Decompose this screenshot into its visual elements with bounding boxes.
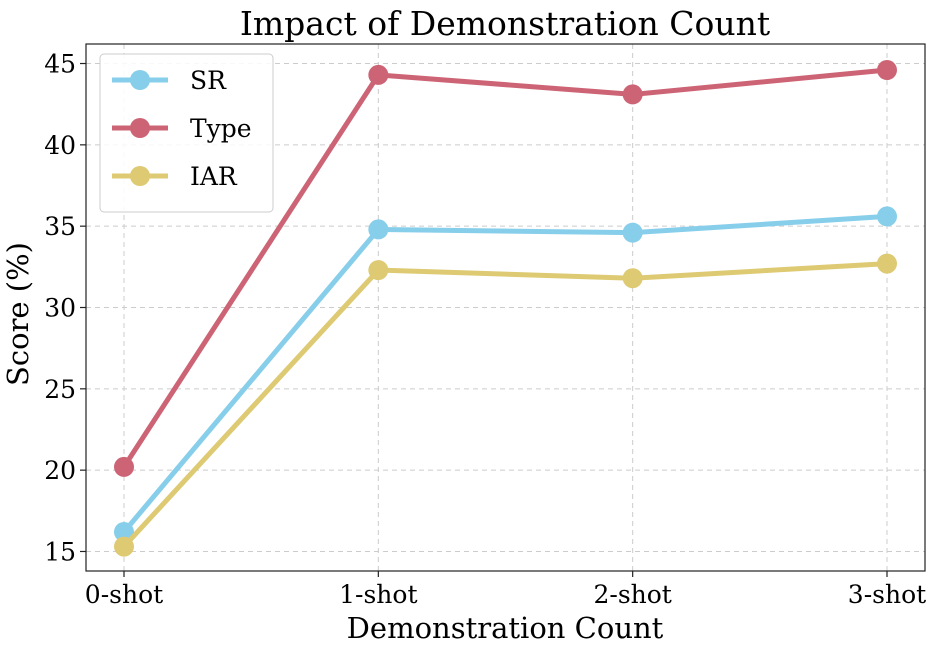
data-point-type bbox=[368, 64, 389, 85]
legend-item-sr: SR bbox=[112, 66, 227, 95]
data-point-sr bbox=[622, 222, 643, 243]
x-axis-ticks: 0-shot 1-shot 2-shot 3-shot bbox=[85, 571, 926, 609]
data-point-iar bbox=[114, 536, 134, 557]
series-line-sr bbox=[121, 213, 890, 535]
series-type bbox=[114, 60, 897, 477]
series-sr bbox=[114, 206, 897, 542]
x-tick-label: 3-shot bbox=[848, 580, 926, 609]
legend-item-iar: IAR bbox=[112, 162, 238, 191]
series-line-iar bbox=[121, 261, 890, 550]
series-line-type bbox=[121, 67, 890, 470]
legend-item-type: Type bbox=[112, 114, 252, 143]
data-point-type bbox=[622, 84, 643, 105]
data-point-type bbox=[877, 60, 897, 81]
data-point-iar bbox=[877, 253, 897, 274]
x-axis-label: Demonstration Count bbox=[347, 611, 664, 645]
y-tick-label: 40 bbox=[44, 131, 76, 160]
x-tick-label: 0-shot bbox=[85, 580, 163, 609]
data-point-sr bbox=[114, 521, 134, 542]
y-axis-label: Score (%) bbox=[1, 242, 35, 386]
legend-swatch-marker bbox=[130, 166, 150, 186]
data-point-sr bbox=[877, 206, 897, 227]
data-point-type bbox=[114, 456, 134, 477]
series-group bbox=[114, 60, 897, 557]
legend-label: Type bbox=[190, 114, 252, 143]
legend-label: IAR bbox=[190, 162, 238, 191]
data-point-sr bbox=[368, 219, 389, 240]
data-point-iar bbox=[368, 260, 389, 281]
legend: SR Type IAR bbox=[99, 53, 274, 213]
x-tick-label: 2-shot bbox=[593, 580, 671, 609]
y-tick-label: 30 bbox=[44, 294, 76, 323]
y-tick-label: 20 bbox=[44, 456, 76, 485]
x-tick-label: 1-shot bbox=[339, 580, 417, 609]
chart-title: Impact of Demonstration Count bbox=[240, 4, 770, 43]
series-iar bbox=[114, 253, 897, 557]
y-tick-label: 25 bbox=[44, 375, 76, 404]
y-tick-label: 45 bbox=[44, 50, 76, 79]
data-point-iar bbox=[622, 268, 643, 289]
y-tick-label: 15 bbox=[44, 537, 76, 566]
legend-label: SR bbox=[190, 66, 227, 95]
y-tick-label: 35 bbox=[44, 212, 76, 241]
y-axis-ticks: 15 20 25 30 35 40 45 bbox=[44, 50, 86, 566]
legend-swatch-marker bbox=[130, 118, 150, 138]
legend-swatch-marker bbox=[130, 70, 150, 90]
